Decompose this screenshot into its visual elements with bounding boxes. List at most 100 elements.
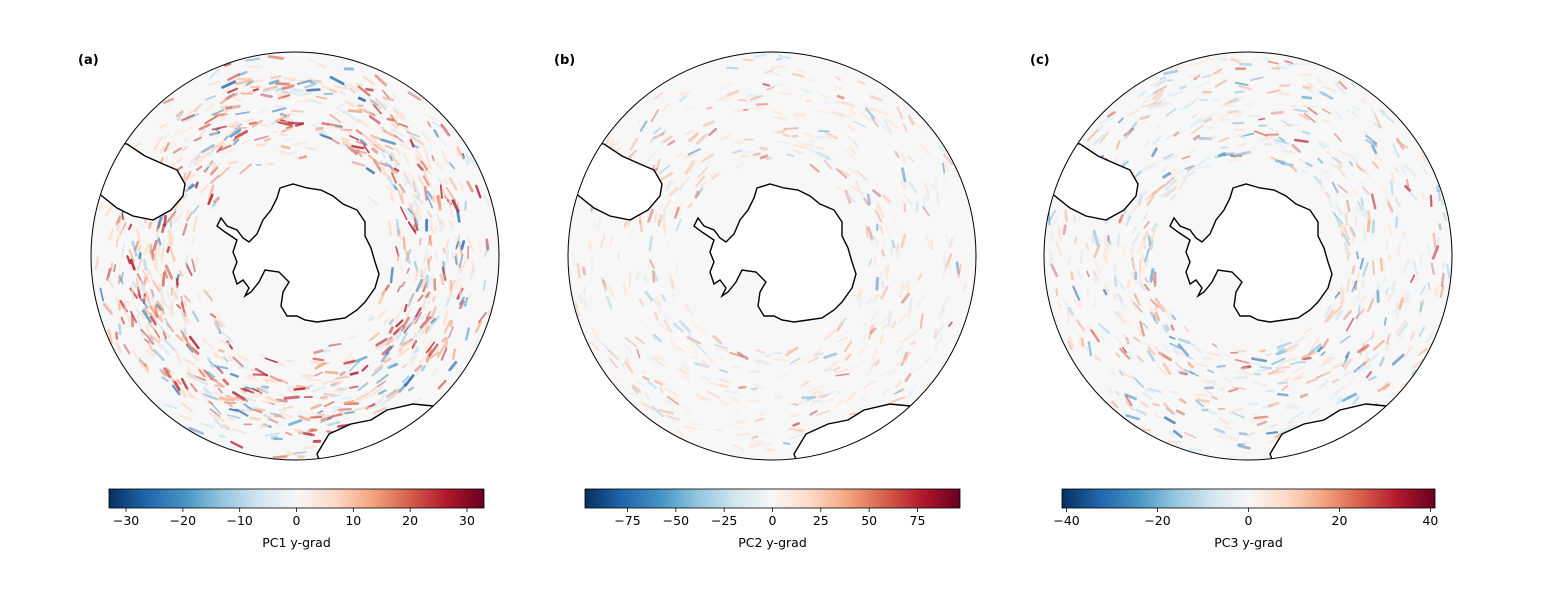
field-streak <box>869 327 877 335</box>
field-streak <box>608 138 615 150</box>
field-streak <box>583 298 588 310</box>
field-streak <box>95 255 100 264</box>
field-streak <box>276 97 291 100</box>
field-streak <box>396 332 402 340</box>
field-streak <box>670 278 675 290</box>
field-streak <box>441 336 447 343</box>
field-streak <box>1367 298 1375 313</box>
field-streak <box>873 182 879 187</box>
field-streak <box>371 366 384 377</box>
field-streak <box>838 168 851 177</box>
field-streak <box>362 75 375 86</box>
field-streak <box>716 99 724 102</box>
field-streak <box>389 152 400 166</box>
field-streak <box>448 288 454 300</box>
field-streak <box>201 108 210 112</box>
field-streak <box>1271 357 1286 366</box>
field-streak <box>1335 309 1344 321</box>
field-streak <box>232 356 244 368</box>
field-streak <box>1300 350 1316 360</box>
field-streak <box>431 295 437 303</box>
field-streak <box>1305 161 1313 168</box>
field-streak <box>419 237 422 246</box>
field-streak <box>824 101 831 104</box>
field-streak <box>848 108 856 116</box>
field-streak <box>210 140 225 152</box>
field-streak <box>1168 431 1174 437</box>
field-streak <box>400 281 406 288</box>
field-streak <box>212 316 226 326</box>
field-streak <box>1297 158 1305 163</box>
field-streak <box>423 338 434 351</box>
field-streak <box>648 235 653 252</box>
field-streak <box>955 261 961 275</box>
field-streak <box>766 156 773 161</box>
field-streak <box>1054 240 1062 256</box>
field-streak <box>1055 288 1059 297</box>
field-streak <box>216 366 224 375</box>
field-streak <box>164 98 175 110</box>
field-streak <box>870 117 880 128</box>
field-streak <box>866 193 871 206</box>
field-streak <box>152 247 159 262</box>
field-streak <box>755 103 769 106</box>
field-streak <box>145 322 152 338</box>
field-streak <box>334 125 343 129</box>
field-streak <box>369 331 380 342</box>
field-streak <box>1330 307 1336 313</box>
field-streak <box>199 422 215 429</box>
field-streak <box>1352 106 1360 111</box>
field-streak <box>1155 101 1172 106</box>
field-streak <box>590 326 600 341</box>
field-streak <box>163 367 172 379</box>
field-streak <box>891 396 906 403</box>
field-streak <box>1145 189 1157 201</box>
field-streak <box>683 424 698 430</box>
field-streak <box>1080 249 1083 265</box>
field-streak <box>1224 151 1238 155</box>
field-streak <box>1367 375 1377 382</box>
field-streak <box>962 283 967 292</box>
field-streak <box>402 338 414 346</box>
field-streak <box>923 181 930 196</box>
field-streak <box>665 414 681 421</box>
field-streak <box>448 360 458 372</box>
field-streak <box>129 258 136 271</box>
field-streak <box>252 408 263 414</box>
field-streak <box>1434 283 1441 297</box>
field-streak <box>220 105 228 109</box>
field-streak <box>904 373 912 383</box>
field-streak <box>726 89 740 97</box>
field-streak <box>1079 301 1083 309</box>
field-streak <box>425 114 439 122</box>
field-streak <box>442 339 447 346</box>
field-streak <box>165 143 177 152</box>
field-streak <box>1357 362 1364 375</box>
field-streak <box>130 285 135 300</box>
field-streak <box>923 379 930 390</box>
field-streak <box>635 270 640 280</box>
field-streak <box>196 165 203 171</box>
field-streak <box>1355 290 1362 302</box>
field-streak <box>284 431 293 436</box>
field-streak <box>1108 245 1111 253</box>
field-streak <box>262 85 278 92</box>
field-streak <box>163 142 170 152</box>
field-streak <box>1186 61 1202 67</box>
field-streak <box>255 143 267 147</box>
panel-label-b: (b) <box>554 53 575 68</box>
field-streak <box>760 148 769 154</box>
field-streak <box>696 187 704 197</box>
field-streak <box>894 150 900 159</box>
field-streak <box>770 65 787 69</box>
field-streak <box>314 371 323 377</box>
field-streak <box>875 307 880 314</box>
field-streak <box>697 166 709 179</box>
field-streak <box>708 381 720 387</box>
field-streak <box>372 389 382 394</box>
field-streak <box>650 136 655 143</box>
field-streak <box>1230 57 1242 64</box>
field-streak <box>1090 329 1100 343</box>
field-streak <box>1362 186 1370 195</box>
field-streak <box>397 347 410 357</box>
